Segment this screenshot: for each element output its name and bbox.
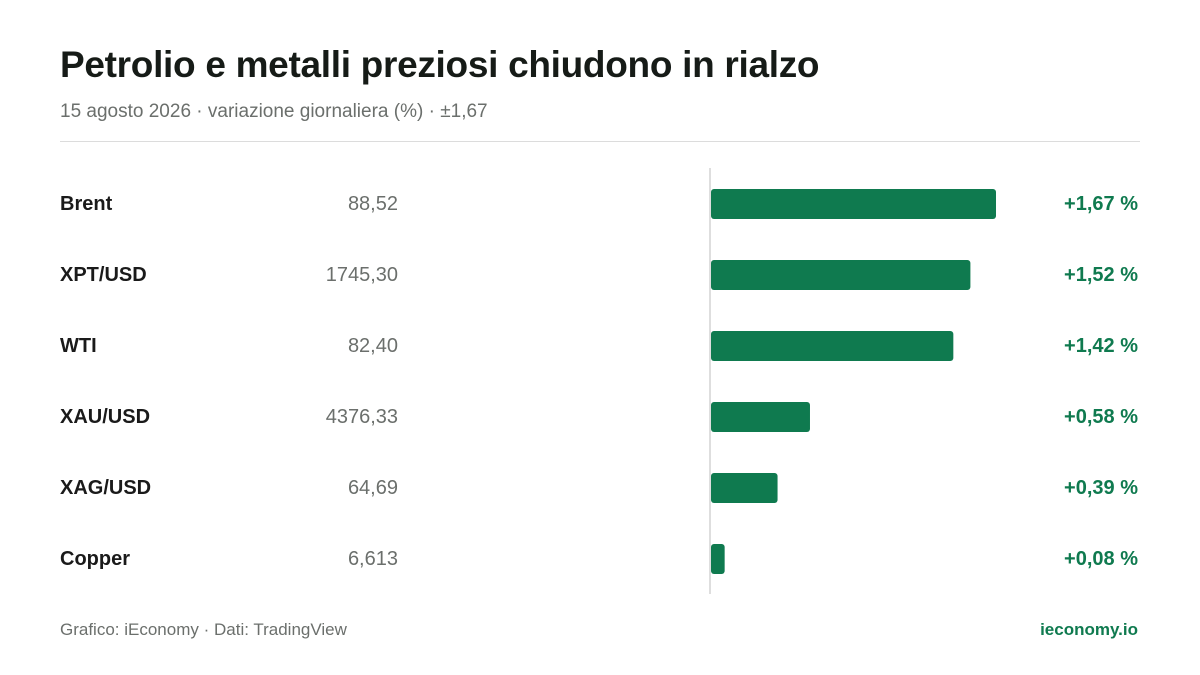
brand-link[interactable]: ieconomy.io <box>1040 620 1138 639</box>
instrument-name: WTI <box>60 335 97 357</box>
change-label: +1,42 % <box>1064 335 1138 357</box>
bar-xag-usd <box>711 473 778 503</box>
table-row: XPT/USD 1745,30 +1,52 % <box>0 255 1200 295</box>
bar-wti <box>711 331 954 361</box>
bar-xpt-usd <box>711 260 971 290</box>
source-credit: Grafico: iEconomy · Dati: TradingView <box>60 620 347 639</box>
change-label: +1,67 % <box>1064 193 1138 215</box>
table-row: Brent 88,52 +1,67 % <box>0 184 1200 224</box>
instrument-name: XPT/USD <box>60 264 147 286</box>
table-row: XAU/USD 4376,33 +0,58 % <box>0 397 1200 437</box>
instrument-price: 88,52 <box>347 193 398 215</box>
chart-title: Petrolio e metalli preziosi chiudono in … <box>60 44 820 85</box>
instrument-price: 6,613 <box>347 548 398 570</box>
table-row: XAG/USD 64,69 +0,39 % <box>0 468 1200 508</box>
instrument-price: 1745,30 <box>325 264 398 286</box>
instrument-price: 64,69 <box>347 477 398 499</box>
bar-xau-usd <box>711 402 810 432</box>
change-label: +0,58 % <box>1064 406 1138 428</box>
zero-axis-line <box>709 168 711 594</box>
instrument-price: 4376,33 <box>325 406 398 428</box>
bar-brent <box>711 189 996 219</box>
change-label: +0,39 % <box>1064 477 1138 499</box>
table-row: WTI 82,40 +1,42 % <box>0 326 1200 366</box>
header-divider <box>60 141 1140 142</box>
change-label: +1,52 % <box>1064 264 1138 286</box>
instrument-name: Copper <box>60 548 130 570</box>
change-label: +0,08 % <box>1064 548 1138 570</box>
instrument-price: 82,40 <box>347 335 398 357</box>
instrument-name: XAU/USD <box>60 406 151 428</box>
bar-copper <box>711 544 725 574</box>
table-row: Copper 6,613 +0,08 % <box>0 539 1200 579</box>
instrument-name: XAG/USD <box>60 477 152 499</box>
instrument-name: Brent <box>60 193 113 215</box>
chart-subtitle: 15 agosto 2026 · variazione giornaliera … <box>60 101 488 122</box>
